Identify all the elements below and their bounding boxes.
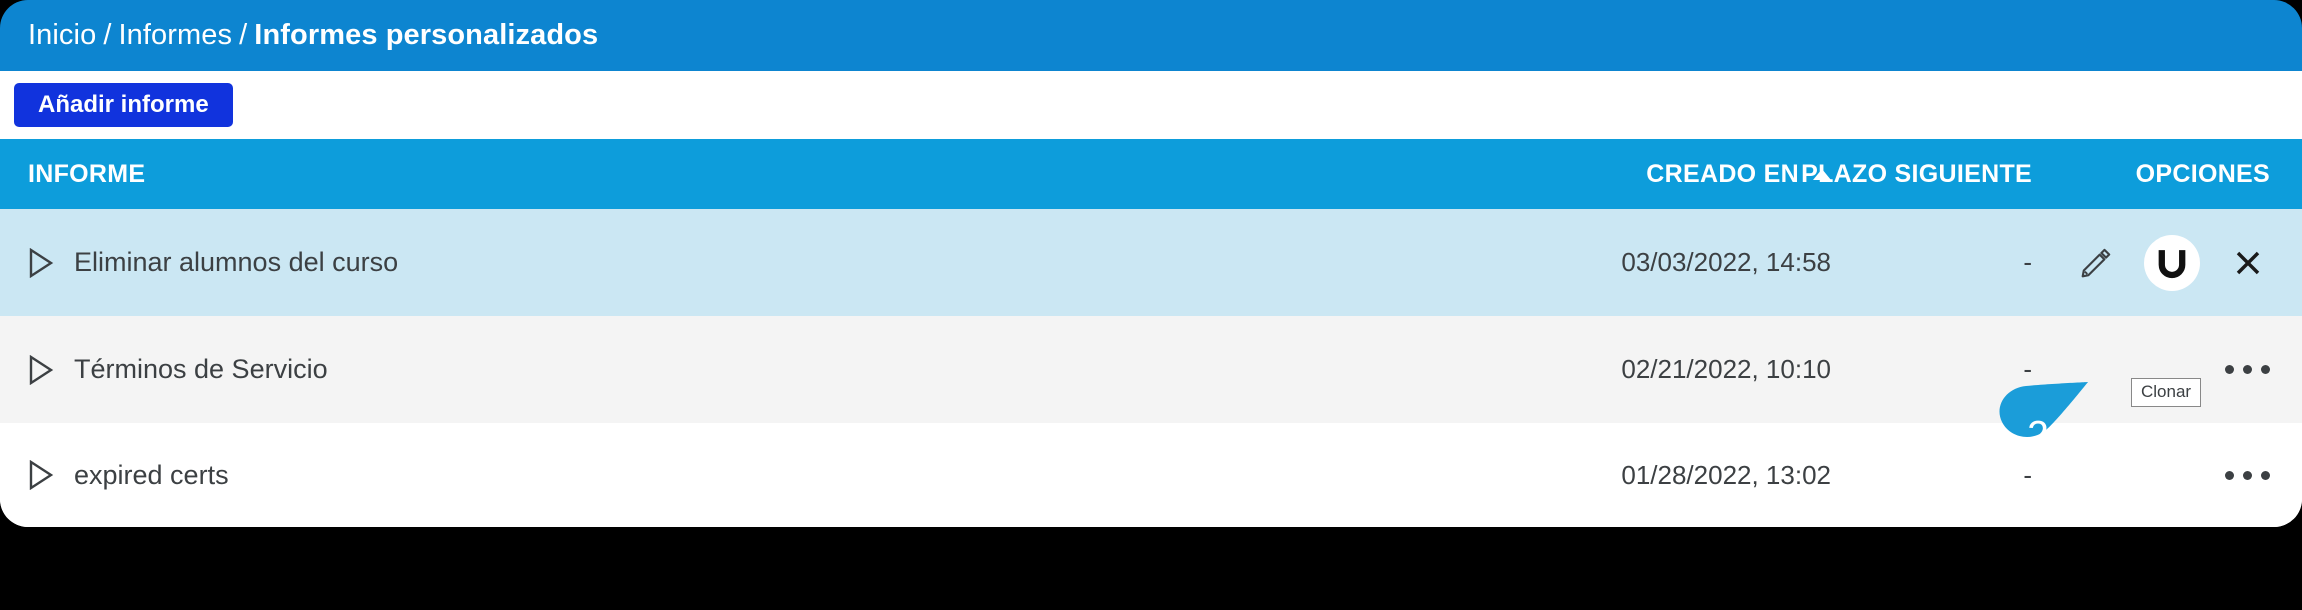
delete-x-icon[interactable]: [2226, 241, 2270, 285]
breadcrumb-separator-1: /: [103, 19, 112, 51]
add-report-button[interactable]: Añadir informe: [14, 83, 233, 127]
triangle-up-icon: [1813, 168, 1831, 180]
dot: [2261, 470, 2270, 480]
row-name-cell: Términos de Servicio: [0, 354, 1330, 385]
column-header-plazo-siguiente[interactable]: PLAZO SIGUIENTE: [1801, 160, 2080, 189]
reports-table: INFORME CREADO EN PLAZO SIGUIENTE OPCION…: [0, 139, 2302, 527]
edit-pencil-icon[interactable]: [2074, 241, 2118, 285]
column-header-opciones-label: OPCIONES: [2135, 159, 2270, 188]
play-triangle-icon[interactable]: [28, 460, 54, 490]
row-name-cell: Eliminar alumnos del curso: [0, 247, 1330, 278]
column-header-plazo-siguiente-label: PLAZO SIGUIENTE: [1801, 159, 2032, 188]
dot: [2225, 470, 2234, 480]
page-title: Informes personalizados: [254, 19, 599, 51]
column-header-opciones: OPCIONES: [2080, 160, 2302, 189]
breadcrumb-item-informes[interactable]: Informes: [118, 19, 233, 51]
created-date: 01/28/2022, 13:02: [1621, 459, 1831, 490]
dot: [2243, 365, 2252, 374]
row-options-cell: [2080, 453, 2302, 497]
annotation-marker: 2: [1996, 382, 2088, 474]
play-triangle-icon[interactable]: [28, 247, 54, 278]
row-options-cell: [2080, 348, 2302, 392]
column-header-informe-label: INFORME: [28, 159, 146, 188]
dot: [2261, 365, 2270, 374]
breadcrumb-separator-2: /: [239, 19, 248, 51]
table-row[interactable]: Eliminar alumnos del curso 03/03/2022, 1…: [0, 209, 2302, 316]
dot: [2243, 470, 2252, 480]
row-due-cell: -: [1850, 247, 2080, 278]
row-due-cell: -: [1850, 460, 2080, 491]
row-name-cell: expired certs: [0, 460, 1330, 491]
table-row[interactable]: Términos de Servicio 02/21/2022, 10:10 -: [0, 316, 2302, 423]
table-row[interactable]: expired certs 01/28/2022, 13:02 -: [0, 423, 2302, 527]
row-created-cell: 03/03/2022, 14:58: [1330, 247, 1850, 278]
column-header-creado-en[interactable]: CREADO EN: [1330, 160, 1850, 189]
due-date: -: [2023, 354, 2032, 384]
table-header-row: INFORME CREADO EN PLAZO SIGUIENTE OPCION…: [0, 139, 2302, 209]
play-triangle-icon[interactable]: [28, 354, 54, 385]
report-name[interactable]: Eliminar alumnos del curso: [74, 247, 399, 277]
row-created-cell: 02/21/2022, 10:10: [1330, 354, 1850, 385]
report-name[interactable]: expired certs: [74, 459, 229, 490]
due-date: -: [2023, 459, 2032, 490]
more-options-icon[interactable]: [2225, 453, 2270, 497]
row-options-cell: [2080, 234, 2302, 291]
created-date: 03/03/2022, 14:58: [1621, 247, 1831, 277]
clone-icon[interactable]: [2144, 234, 2200, 291]
created-date: 02/21/2022, 10:10: [1621, 354, 1831, 384]
row-actions: [2074, 234, 2270, 291]
row-due-cell: -: [1850, 354, 2080, 385]
toolbar: Añadir informe: [0, 71, 2302, 139]
dot: [2225, 365, 2234, 374]
column-header-creado-en-label: CREADO EN: [1646, 159, 1799, 188]
tooltip-clonar: Clonar: [2131, 378, 2202, 407]
column-header-informe[interactable]: INFORME: [0, 160, 1330, 189]
page-header: Inicio / Informes / Informes personaliza…: [0, 0, 2302, 71]
breadcrumb: Inicio / Informes / Informes personaliza…: [28, 19, 598, 52]
report-name[interactable]: Términos de Servicio: [74, 354, 328, 384]
breadcrumb-item-home[interactable]: Inicio: [28, 19, 97, 51]
more-options-icon[interactable]: [2225, 348, 2270, 392]
due-date: -: [2023, 247, 2032, 277]
row-created-cell: 01/28/2022, 13:02: [1330, 460, 1850, 491]
